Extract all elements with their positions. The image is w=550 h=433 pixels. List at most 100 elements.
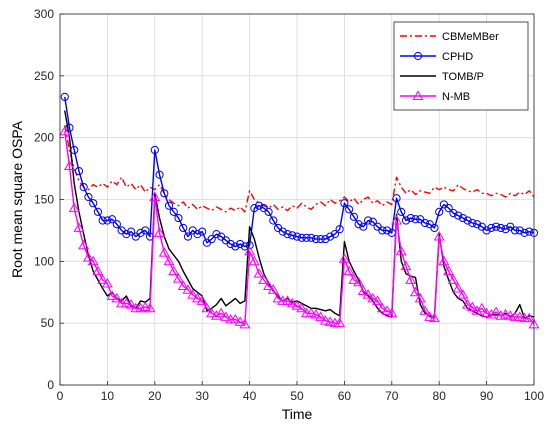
x-tick-label: 70 <box>385 389 399 403</box>
legend: CBMeMBer CPHD TOMB/P N-MB <box>393 21 529 111</box>
data-point-n-mb <box>319 315 331 325</box>
data-point-cphd <box>406 213 415 223</box>
legend-label-cphd: CPHD <box>442 51 473 63</box>
data-point-cphd <box>520 228 529 237</box>
data-point-cphd <box>89 199 98 208</box>
data-point-n-mb <box>220 311 232 321</box>
data-point-n-mb <box>101 277 113 288</box>
x-tick-label: 20 <box>148 389 162 403</box>
data-point-n-mb <box>353 276 365 287</box>
data-point-n-mb <box>476 302 488 313</box>
data-point-cphd <box>420 218 430 228</box>
y-tick-label: 300 <box>34 7 54 21</box>
data-point-cphd <box>198 227 207 236</box>
data-point-n-mb <box>447 274 459 284</box>
data-point-n-mb <box>514 311 526 321</box>
data-point-cphd <box>193 230 202 239</box>
data-point-n-mb <box>182 284 194 294</box>
data-point-n-mb <box>244 245 256 256</box>
x-tick-label: 0 <box>57 389 64 403</box>
data-point-n-mb <box>196 295 208 305</box>
data-point-cphd <box>435 207 444 216</box>
data-point-cphd <box>127 227 136 236</box>
data-point-cphd <box>487 223 496 233</box>
data-point-cphd <box>515 226 524 235</box>
data-point-n-mb <box>343 265 355 276</box>
data-point-n-mb <box>120 297 132 308</box>
data-point-cphd <box>150 145 159 155</box>
data-point-n-mb <box>315 311 327 321</box>
data-point-cphd <box>108 215 117 224</box>
data-point-n-mb <box>73 222 85 232</box>
data-point-n-mb <box>78 239 90 250</box>
data-point-n-mb <box>282 295 293 305</box>
data-point-n-mb <box>485 308 497 319</box>
x-tick-label: 40 <box>243 389 257 403</box>
series-n-mb <box>59 125 540 329</box>
data-point-n-mb <box>111 292 123 303</box>
data-point-n-mb <box>263 280 275 291</box>
data-point-cphd <box>368 217 377 226</box>
y-tick-label: 200 <box>34 131 54 145</box>
data-point-n-mb <box>106 290 118 300</box>
data-point-cphd <box>103 216 112 225</box>
data-point-cphd <box>378 226 387 235</box>
legend-label-tomb-p: TOMB/P <box>442 71 484 83</box>
data-point-cphd <box>411 215 420 224</box>
data-point-cphd <box>335 225 344 234</box>
data-point-cphd <box>364 216 373 225</box>
data-point-cphd <box>340 199 349 208</box>
data-point-cphd <box>236 239 245 249</box>
data-point-n-mb <box>338 253 350 263</box>
data-point-cphd <box>292 232 302 241</box>
x-tick-label: 10 <box>101 389 115 403</box>
data-point-cphd <box>155 170 164 179</box>
data-point-cphd <box>354 220 363 229</box>
data-point-n-mb <box>68 202 80 213</box>
data-point-n-mb <box>82 252 94 262</box>
data-point-cphd <box>330 230 340 239</box>
series-line-cbmember <box>64 125 535 213</box>
data-point-cphd <box>226 239 235 249</box>
data-point-n-mb <box>386 307 398 318</box>
data-point-cphd <box>207 234 216 244</box>
data-point-cphd <box>74 166 84 176</box>
data-point-n-mb <box>334 317 346 328</box>
data-point-n-mb <box>419 305 431 315</box>
data-point-n-mb <box>125 299 137 309</box>
data-point-n-mb <box>286 297 298 308</box>
data-point-n-mb <box>391 214 403 225</box>
series-cphd <box>60 92 539 251</box>
data-point-n-mb <box>258 274 270 284</box>
data-point-n-mb <box>92 265 104 276</box>
x-axis-label: Time <box>282 406 313 422</box>
data-point-n-mb <box>410 286 421 297</box>
data-point-cphd <box>473 220 482 229</box>
data-point-n-mb <box>267 284 279 294</box>
data-point-cphd <box>288 231 297 240</box>
data-point-n-mb <box>177 280 189 291</box>
data-point-cphd <box>65 123 74 132</box>
data-point-n-mb <box>372 295 384 305</box>
x-tick-label: 100 <box>524 389 544 403</box>
data-point-n-mb <box>59 125 71 136</box>
series-cbmember <box>64 125 535 213</box>
data-point-n-mb <box>376 302 388 313</box>
data-point-n-mb <box>357 285 369 295</box>
x-tick-label: 60 <box>338 389 352 403</box>
data-point-cphd <box>359 222 368 231</box>
data-point-cphd <box>160 189 169 198</box>
data-point-cphd <box>458 213 467 223</box>
data-point-n-mb <box>173 273 184 283</box>
data-point-cphd <box>254 201 264 210</box>
data-point-n-mb <box>168 265 180 276</box>
data-point-n-mb <box>504 310 516 320</box>
data-point-cphd <box>169 207 178 216</box>
data-point-n-mb <box>490 306 502 316</box>
data-point-n-mb <box>272 292 284 303</box>
data-point-cphd <box>174 213 183 223</box>
data-point-cphd <box>501 225 510 234</box>
data-point-cphd <box>212 230 221 239</box>
data-point-cphd <box>392 194 401 203</box>
data-point-cphd <box>316 234 325 244</box>
